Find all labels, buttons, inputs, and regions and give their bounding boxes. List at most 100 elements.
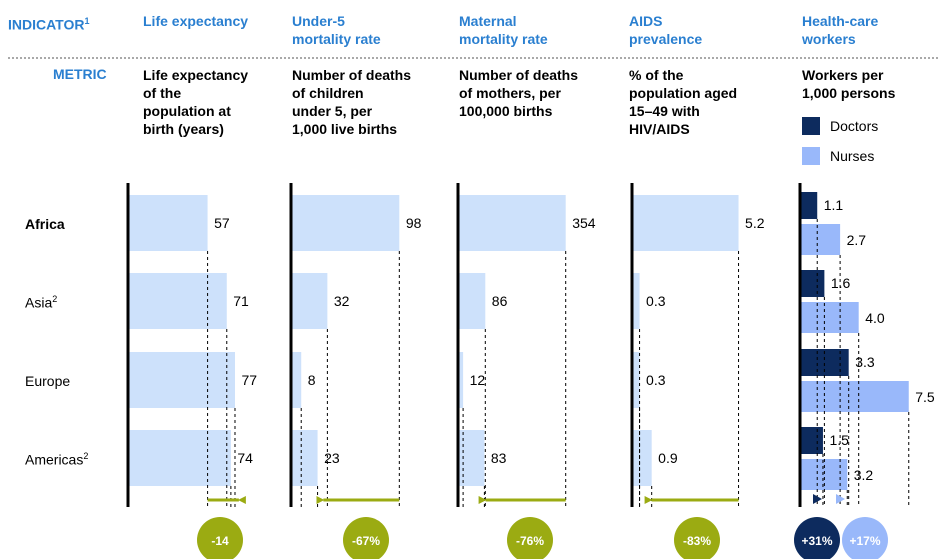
metric-line: population aged [629,85,738,101]
region-asia: Asia2 [25,294,57,311]
region-europe: Europe [25,373,70,389]
header-maternal-l1: Maternal [459,13,517,29]
value-label: 32 [334,293,350,309]
bar-americas [129,430,231,486]
header-hcw-l1: Health-care [802,13,879,29]
value-label: 23 [324,450,340,466]
change-badge-nurses [842,517,888,559]
change-badge [343,517,389,559]
region-africa: Africa [25,216,65,232]
value-label-doctors: 3.3 [855,354,875,370]
bar-europe [129,352,235,408]
indicator-header: INDICATOR1 [8,12,90,34]
value-label-nurses: 4.0 [865,310,885,326]
value-label-doctors: 1.6 [831,275,851,291]
header-divider [8,57,938,59]
region-name: Americas [25,451,84,468]
doctors-change-arrow [813,494,822,504]
change-badge-doctors [794,517,840,559]
value-label-nurses: 2.7 [847,232,867,248]
region-name: Africa [25,216,65,232]
legend-doctors-swatch [802,117,820,135]
metric-line: 1,000 live births [292,121,398,137]
indicator-label: INDICATOR [8,16,85,33]
metric-under5: Number of deaths of children under 5, pe… [292,66,411,138]
bar-europe [292,352,302,408]
bar-europe [633,352,640,408]
header-hcw: Health-care workers [802,12,878,48]
nurses-change-arrow [836,494,845,504]
bar-asia [633,273,640,329]
metric-line: birth (years) [143,121,224,137]
metric-line: under 5, per [292,103,373,119]
metric-line: of mothers, per [459,85,561,101]
region-name: Asia [25,294,53,311]
bar-americas [633,430,652,486]
metric-line: Life expectancy [143,67,249,83]
change-badge [674,517,720,559]
change-badge-label: -67% [352,534,380,548]
bar-doctors-africa [801,192,818,219]
metric-life: Life expectancy of the population at bir… [143,66,248,138]
value-label: 83 [491,450,507,466]
change-badge [507,517,553,559]
value-label: 57 [214,215,230,231]
change-badge-doctors-label: +31% [801,534,832,548]
region-footnote: 2 [52,294,58,304]
legend-nurses-label: Nurses [830,148,875,164]
value-label: 0.3 [646,293,666,309]
value-label-doctors: 1.5 [829,432,849,448]
metric-line: of the [143,85,182,101]
value-label: 86 [492,293,508,309]
bar-nurses-africa [801,224,841,255]
change-badge [197,517,243,559]
change-badge-label: -83% [683,534,711,548]
bar-nurses-europe [801,381,909,412]
bar-americas [292,430,318,486]
value-label-nurses: 7.5 [915,389,935,405]
region-footnote: 2 [83,451,89,461]
header-under5-l2: mortality rate [292,31,381,47]
metric-maternal: Number of deaths of mothers, per 100,000… [459,66,578,120]
metric-aids: % of the population aged 15–49 with HIV/… [629,66,737,138]
bar-doctors-asia [801,270,825,297]
value-label: 354 [572,215,596,231]
change-badge-nurses-label: +17% [849,534,880,548]
change-badge-label: -14 [211,534,229,548]
bar-nurses-asia [801,302,859,333]
bar-africa [129,195,208,251]
bar-africa [292,195,400,251]
value-label: 0.9 [658,450,678,466]
header-life: Life expectancy [143,12,248,30]
value-label: 98 [406,215,422,231]
metric-line: population at [143,103,231,119]
region-americas: Americas2 [25,451,88,468]
bar-americas [459,430,485,486]
metric-line: 1,000 persons [802,85,896,101]
legend-nurses-swatch [802,147,820,165]
header-aids-l2: prevalence [629,31,703,47]
header-aids-l1: AIDS [629,13,663,29]
value-label: 71 [233,293,249,309]
bar-doctors-americas [801,427,823,454]
header-life-text: Life expectancy [143,13,249,29]
header-under5: Under-5 mortality rate [292,12,381,48]
value-label: 0.3 [646,372,666,388]
bar-doctors-europe [801,349,849,376]
value-label: 8 [308,372,316,388]
metric-line: 100,000 births [459,103,553,119]
value-label-doctors: 1.1 [824,197,844,213]
header-under5-l1: Under-5 [292,13,345,29]
metric-line: Number of deaths [459,67,579,83]
bar-africa [633,195,739,251]
metric-line: Number of deaths [292,67,412,83]
metric-line: Workers per [802,67,884,83]
value-label: 74 [237,450,253,466]
metric-line: of children [292,85,364,101]
value-label: 77 [241,372,257,388]
bar-africa [459,195,566,251]
header-maternal-l2: mortality rate [459,31,548,47]
header-aids: AIDS prevalence [629,12,702,48]
change-badge-label: -76% [516,534,544,548]
